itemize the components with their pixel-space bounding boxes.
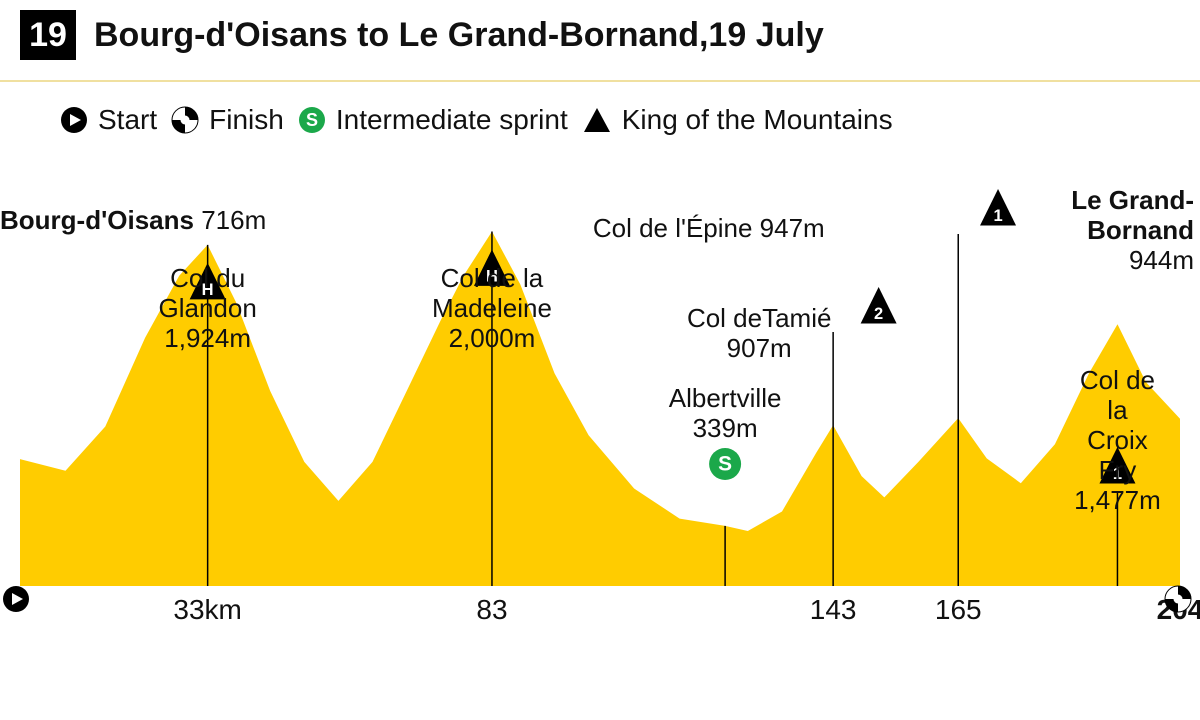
- climb-label: Col deTamié 907m: [687, 304, 832, 364]
- km-tick: 143: [810, 594, 857, 626]
- sprint-icon: S: [298, 106, 326, 134]
- svg-text:1: 1: [993, 207, 1002, 225]
- svg-text:S: S: [306, 110, 318, 130]
- stage-title: Bourg-d'Oisans to Le Grand-Bornand,19 Ju…: [94, 16, 824, 55]
- finish-label: Le Grand-Bornand944m: [1071, 186, 1194, 276]
- km-axis: 33km83143165204: [20, 586, 1180, 626]
- km-tick: 33km: [173, 594, 241, 626]
- km-tick: 83: [476, 594, 507, 626]
- legend: Start Finish S Intermediate sprint King …: [0, 92, 1200, 148]
- legend-kom-label: King of the Mountains: [622, 104, 893, 136]
- legend-finish-label: Finish: [209, 104, 284, 136]
- legend-finish: Finish: [171, 104, 284, 136]
- start-icon-bottom: [2, 585, 30, 618]
- start-label: Bourg-d'Oisans 716m: [0, 206, 266, 236]
- kom-icon: [582, 106, 612, 134]
- legend-sprint-label: Intermediate sprint: [336, 104, 568, 136]
- start-icon: [60, 106, 88, 134]
- climb-label: Col de la Croix Fry 1,477m: [1074, 366, 1161, 515]
- legend-start: Start: [60, 104, 157, 136]
- climb-label: Col du Glandon 1,924m: [158, 264, 256, 354]
- finish-icon: [171, 106, 199, 134]
- kom-marker: 2: [861, 287, 897, 323]
- stage-number-badge: 19: [20, 10, 76, 60]
- legend-sprint: S Intermediate sprint: [298, 104, 568, 136]
- finish-icon-bottom: [1164, 585, 1192, 618]
- climb-label: Col de l'Épine 947m: [593, 214, 825, 244]
- separator-line: [0, 80, 1200, 82]
- climb-label: Albertville 339m: [669, 384, 782, 444]
- stage-header: 19 Bourg-d'Oisans to Le Grand-Bornand,19…: [0, 0, 1200, 70]
- svg-text:S: S: [718, 453, 732, 476]
- sprint-marker: S: [709, 448, 741, 480]
- svg-text:2: 2: [874, 305, 883, 323]
- kom-marker: 1: [980, 189, 1016, 225]
- legend-kom: King of the Mountains: [582, 104, 893, 136]
- km-tick: 165: [935, 594, 982, 626]
- elevation-chart: HHS211 Col du Glandon 1,924mCol de la Ma…: [0, 156, 1200, 636]
- legend-start-label: Start: [98, 104, 157, 136]
- climb-label: Col de la Madeleine 2,000m: [432, 264, 552, 354]
